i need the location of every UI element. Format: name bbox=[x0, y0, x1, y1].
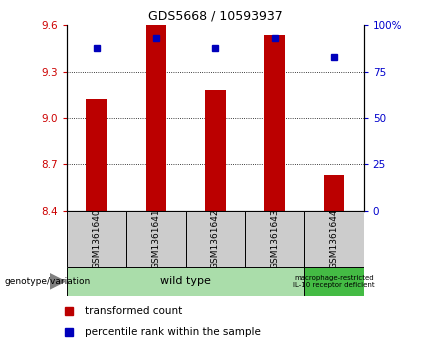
Bar bbox=[304, 211, 364, 267]
Text: GSM1361643: GSM1361643 bbox=[270, 208, 279, 269]
Bar bbox=[324, 175, 344, 211]
Bar bbox=[245, 211, 304, 267]
Text: macrophage-restricted
IL-10 receptor deficient: macrophage-restricted IL-10 receptor def… bbox=[293, 275, 375, 288]
Bar bbox=[186, 211, 245, 267]
Bar bbox=[146, 25, 166, 211]
Bar bbox=[67, 267, 304, 296]
Bar bbox=[87, 99, 107, 211]
Title: GDS5668 / 10593937: GDS5668 / 10593937 bbox=[148, 10, 283, 23]
Bar bbox=[205, 90, 226, 211]
Text: GSM1361644: GSM1361644 bbox=[330, 208, 339, 269]
Text: GSM1361641: GSM1361641 bbox=[152, 208, 161, 269]
Text: transformed count: transformed count bbox=[85, 306, 182, 316]
Bar bbox=[304, 267, 364, 296]
Polygon shape bbox=[50, 274, 65, 289]
Bar bbox=[67, 211, 126, 267]
Text: GSM1361642: GSM1361642 bbox=[211, 208, 220, 269]
Bar bbox=[265, 35, 285, 211]
Text: genotype/variation: genotype/variation bbox=[4, 277, 90, 286]
Bar bbox=[126, 211, 186, 267]
Text: GSM1361640: GSM1361640 bbox=[92, 208, 101, 269]
Text: wild type: wild type bbox=[160, 276, 211, 286]
Text: percentile rank within the sample: percentile rank within the sample bbox=[85, 327, 261, 337]
